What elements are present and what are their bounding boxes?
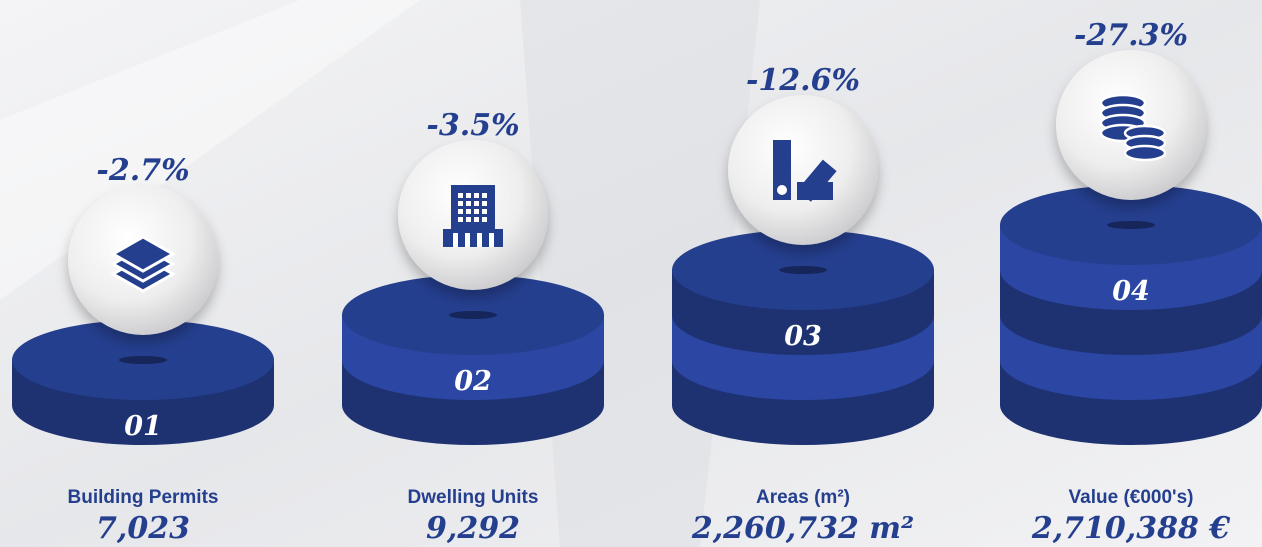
icon-part [458, 217, 463, 222]
icon-part [477, 233, 482, 247]
infographic: 01 -2.7% Building Permits 7,023 02 -3.5% Dwell… [0, 0, 1262, 547]
icon-part [474, 209, 479, 214]
icon-part [482, 209, 487, 214]
icon-part [453, 233, 458, 247]
icon-part [466, 217, 471, 222]
icon-part [482, 217, 487, 222]
label: Dwelling Units [408, 487, 539, 508]
icon-part [466, 201, 471, 206]
icon-part [466, 209, 471, 214]
stack-number: 02 [454, 366, 492, 397]
icon-part [474, 193, 479, 198]
disk-hole [449, 311, 497, 319]
change: -2.7% [96, 153, 189, 188]
icon-part [482, 201, 487, 206]
change: -27.3% [1074, 18, 1188, 53]
label: Areas (m²) [756, 487, 850, 508]
icon-part [458, 193, 463, 198]
disk-hole [119, 356, 167, 364]
icon-part [465, 233, 470, 247]
icon-part [482, 193, 487, 198]
value: 9,292 [426, 511, 520, 546]
label: Building Permits [68, 487, 219, 508]
label: Value (€000's) [1069, 487, 1194, 508]
disk-hole [779, 266, 827, 274]
icon-part [451, 185, 495, 235]
stack-number: 04 [1112, 276, 1150, 307]
change: -12.6% [746, 63, 860, 98]
icon-part [458, 201, 463, 206]
icon-part [466, 193, 471, 198]
icon-part [458, 209, 463, 214]
icon-part [797, 182, 833, 200]
icon-part [474, 217, 479, 222]
stack-number: 01 [124, 411, 162, 442]
icon-part [474, 201, 479, 206]
value: 7,023 [96, 511, 190, 546]
icon-part [489, 233, 494, 247]
disk-hole [1107, 221, 1155, 229]
change: -3.5% [426, 108, 519, 143]
icon-sphere [728, 95, 878, 245]
value: 2,710,388 € [1031, 511, 1230, 546]
icon-part [1125, 146, 1165, 160]
stack-number: 03 [784, 321, 822, 352]
value: 2,260,732 m² [691, 511, 914, 546]
icon-part [777, 185, 787, 195]
icon [443, 185, 503, 247]
